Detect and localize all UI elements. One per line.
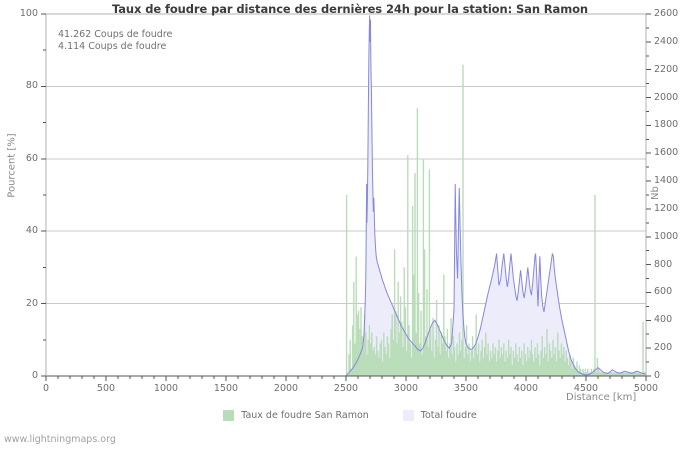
- footer-attribution: www.lightningmaps.org: [4, 434, 116, 445]
- y-axis-left-tick: 100: [19, 8, 38, 19]
- x-axis-tick: 3500: [453, 383, 479, 394]
- series-total-foudre-area: [346, 15, 646, 376]
- y-axis-right-tick: 1200: [654, 202, 679, 214]
- annotation-station-strokes: 4.114 Coups de foudre: [58, 41, 167, 52]
- x-axis-tick: 2000: [273, 383, 299, 394]
- y-axis-left-tick: 0: [31, 370, 38, 381]
- series-taux-bars: [345, 64, 647, 377]
- y-axis-right-tick: 200: [654, 342, 673, 354]
- y-axis-right-tick: 2400: [654, 35, 679, 47]
- y-axis-right-tick: 2000: [654, 91, 679, 103]
- y-axis-left-tick: 20: [25, 297, 38, 309]
- legend-swatch-icon: [402, 410, 414, 421]
- y-axis-left-tick: 40: [25, 225, 38, 237]
- y-axis-right-tick: 0: [654, 370, 661, 381]
- y-axis-right-tick: 1800: [654, 119, 679, 131]
- legend-entry[interactable]: Taux de foudre San Ramon: [223, 410, 369, 421]
- y-axis-right-tick: 2200: [654, 63, 679, 75]
- y-axis-right-tick: 2600: [654, 8, 679, 19]
- x-axis-tick: 1500: [213, 383, 239, 394]
- y-axis-right-tick: 400: [654, 314, 673, 326]
- x-axis-label: Distance [km]: [566, 392, 637, 403]
- legend-swatch-icon: [223, 410, 235, 421]
- series-total-foudre-line: [345, 15, 647, 377]
- x-axis-tick: 1000: [153, 383, 179, 394]
- x-axis-tick: 5000: [633, 383, 659, 394]
- y-axis-right-tick: 1000: [654, 230, 679, 242]
- y-axis-left-tick: 60: [25, 152, 38, 164]
- legend-label: Taux de foudre San Ramon: [241, 410, 369, 421]
- y-axis-right-tick: 1400: [654, 175, 679, 187]
- annotation-total-strokes: 41.262 Coups de foudre: [58, 29, 173, 40]
- chart-legend: Taux de foudre San Ramon Total foudre: [0, 410, 700, 421]
- x-axis-tick: 2500: [333, 383, 359, 394]
- y-axis-right-tick: 1600: [654, 147, 679, 159]
- legend-label: Total foudre: [420, 410, 477, 421]
- x-axis-tick: 3000: [393, 383, 419, 394]
- page-title: Taux de foudre par distance des dernière…: [112, 2, 588, 16]
- y-axis-right-tick: 600: [654, 286, 673, 298]
- x-axis-tick: 4000: [513, 383, 539, 394]
- y-axis-left-label: Pourcent [%]: [6, 133, 18, 198]
- y-axis-right-tick: 800: [654, 258, 673, 270]
- x-axis-tick: 4500: [573, 383, 599, 394]
- y-axis-left-tick: 80: [25, 80, 38, 92]
- x-axis-tick: 500: [96, 383, 116, 394]
- x-axis-tick: 0: [42, 383, 50, 394]
- legend-entry[interactable]: Total foudre: [402, 410, 477, 421]
